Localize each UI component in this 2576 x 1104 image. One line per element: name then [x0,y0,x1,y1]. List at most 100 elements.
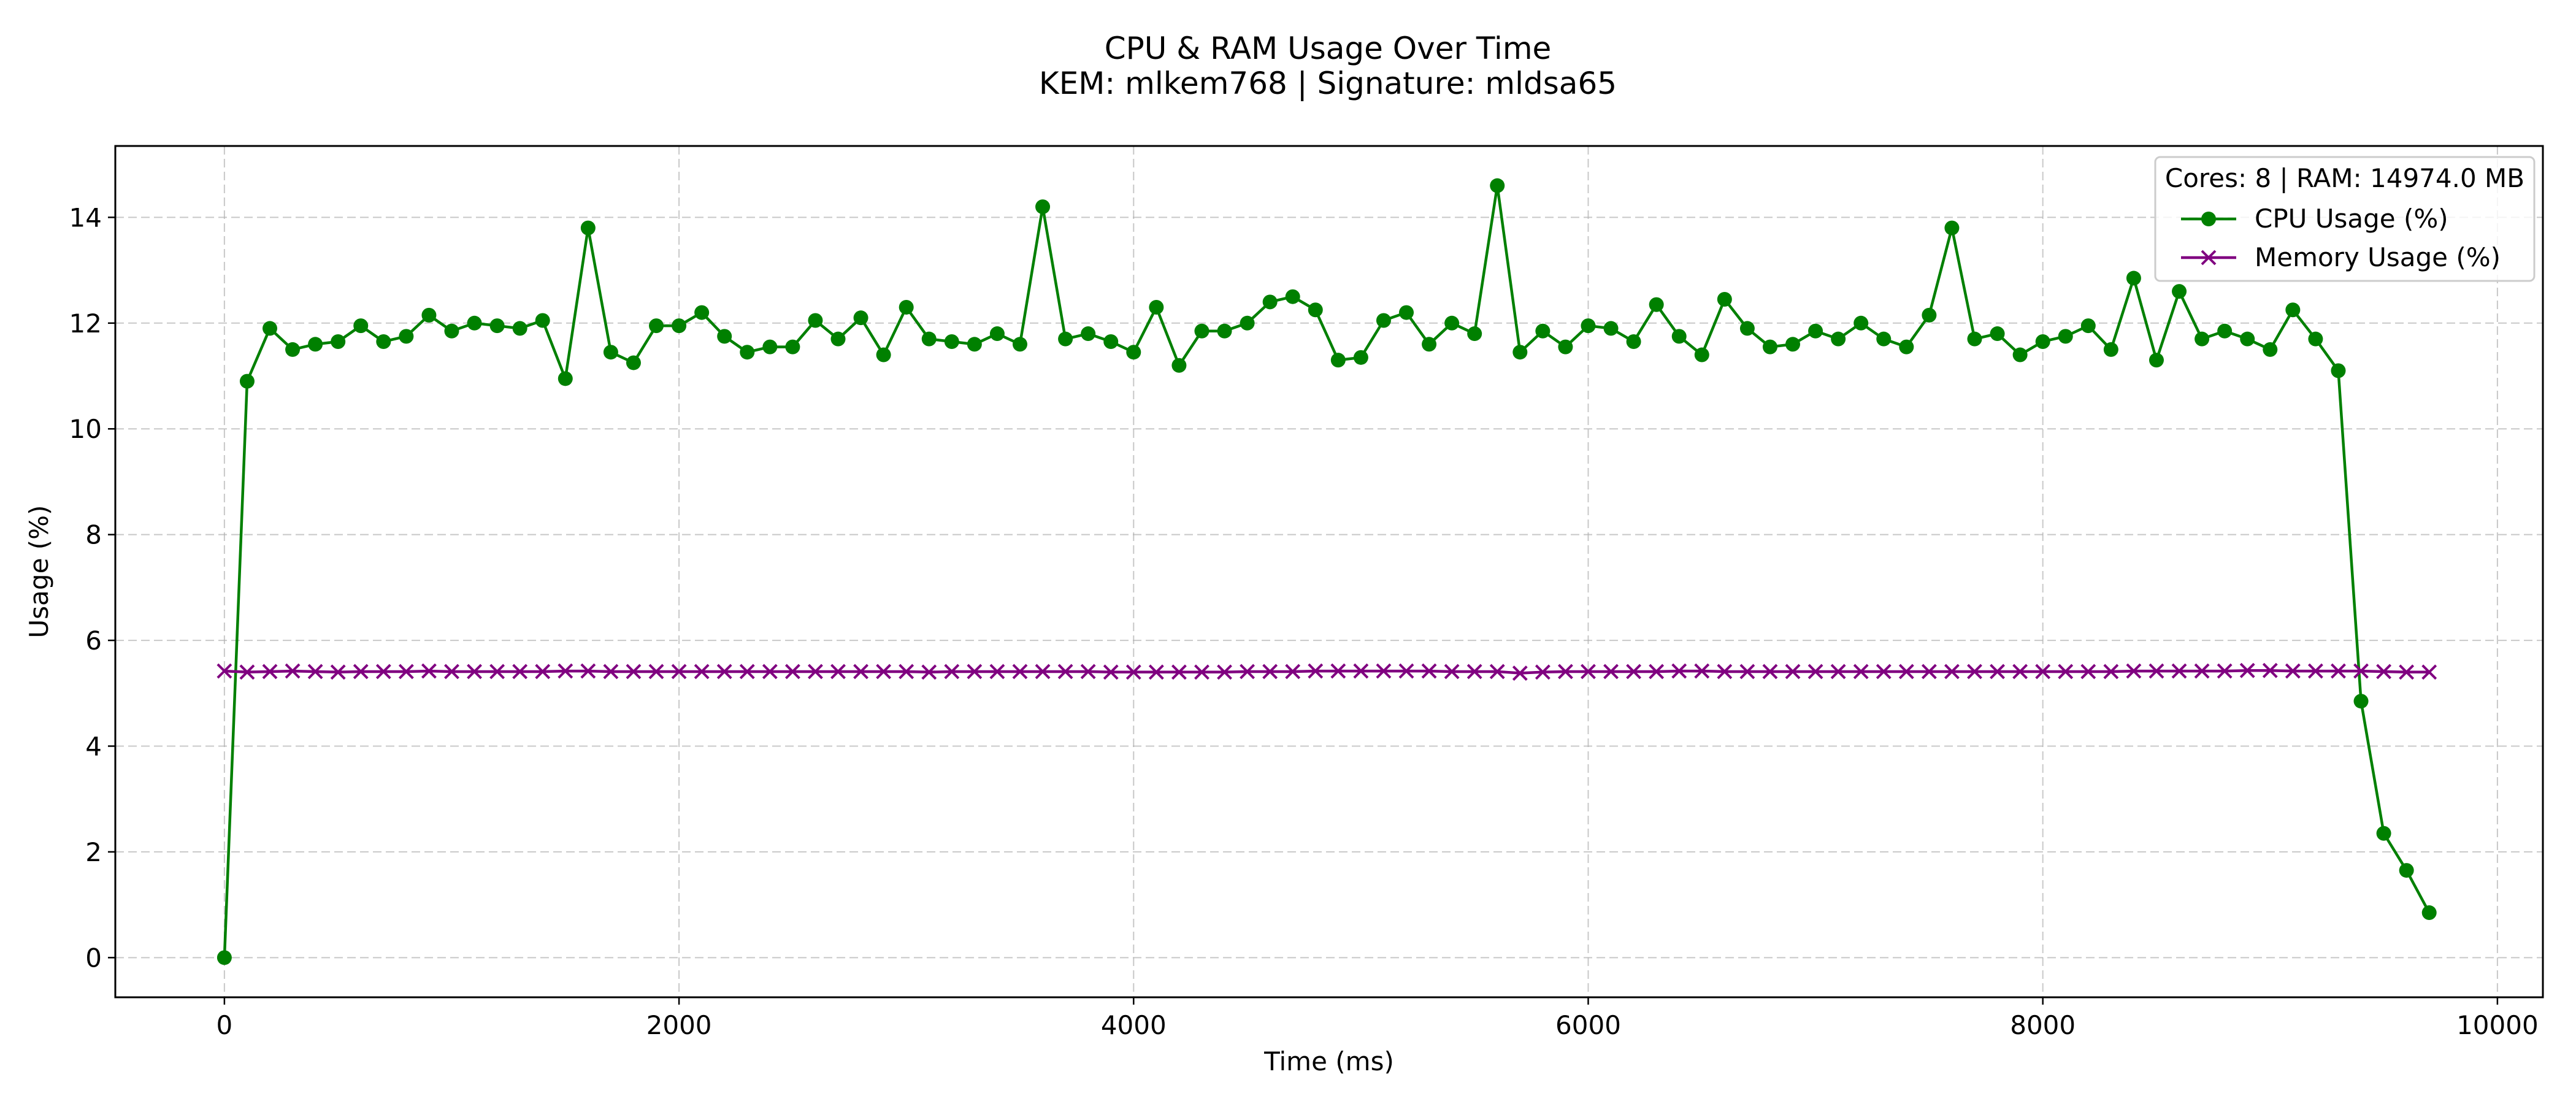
memory-point [626,664,642,680]
memory-point [876,664,892,680]
memory-point [2035,664,2051,680]
memory-point [1262,664,1278,680]
cpu-point [1899,339,1914,355]
chart-subtitle: KEM: mlkem768 | Signature: mldsa65 [1039,66,1617,101]
cpu-point [489,318,505,334]
cpu-point [1422,337,1437,352]
memory-point [1535,664,1551,680]
cpu-point [603,345,618,360]
x-axis-label: Time (ms) [1263,1046,1394,1076]
memory-point [2080,664,2096,680]
cpu-point [558,371,573,386]
cpu-point [353,318,369,334]
cpu-point [2012,347,2028,362]
memory-point [398,664,414,680]
memory-point [2012,664,2028,680]
memory-point [2149,663,2164,679]
cpu-point [512,321,527,336]
memory-point [1921,664,1937,680]
cpu-point [2399,863,2414,878]
memory-point [1581,664,1596,680]
cpu-point [649,318,664,334]
cpu-point [1558,339,1573,355]
memory-point [808,664,823,680]
cpu-point [2353,694,2369,709]
cpu-point [785,339,800,355]
memory-point [2058,664,2074,680]
cpu-point [2376,826,2391,841]
cpu-point [672,318,687,334]
x-tick-label: 8000 [2010,1010,2076,1040]
cpu-point [1012,337,1027,352]
cpu-point [2331,363,2346,378]
legend-marker [2201,212,2216,226]
cpu-point [740,345,755,360]
memory-point [1080,664,1096,680]
cpu-point [1762,339,1777,355]
cpu-point [263,321,278,336]
y-tick-label: 6 [85,626,102,656]
cpu-point [2103,342,2118,357]
memory-point [1990,664,2005,680]
memory-point [1489,664,1505,680]
memory-point [1671,663,1687,679]
cpu-point [2149,353,2164,368]
cpu-point [1944,220,1960,236]
memory-point [2399,664,2415,680]
memory-point [1967,664,1982,680]
memory-point [2194,663,2210,679]
cpu-point [1399,305,1414,320]
memory-point [1785,664,1801,680]
cpu-point [1922,307,1937,323]
memory-point [1717,664,1733,680]
cpu-point [1876,331,1892,347]
memory-point [989,664,1005,680]
cpu-point [830,331,846,347]
memory-point [421,663,437,679]
series-line [224,669,2429,675]
memory-point [1830,664,1846,680]
memory-point [1512,665,1528,681]
axis-ticks: 0 2000 4000 6000 8000 10000 0 2 4 6 8 10 12 14 [69,202,2539,1040]
memory-point [580,663,596,679]
x-tick-label: 10000 [2456,1010,2539,1040]
memory-point [603,664,619,680]
memory-point [1285,664,1301,680]
cpu-point [239,374,255,389]
legend-marker [2201,250,2217,266]
memory-point [2171,663,2187,679]
memory-point [1308,663,1324,679]
memory-point [967,664,983,680]
memory-point [1762,664,1778,680]
memory-point [1876,664,1892,680]
memory-point [2126,663,2142,679]
series-layer [217,178,2437,965]
memory-point [1466,664,1482,680]
y-tick-label: 12 [69,309,102,339]
cpu-point [853,310,868,326]
cpu-point [1512,345,1528,360]
cpu-point [2126,270,2141,286]
cpu-point [1081,326,1096,342]
memory-point [1103,664,1119,680]
cpu-point [1694,347,1709,362]
cpu-point [1149,299,1164,315]
y-tick-label: 2 [85,837,102,867]
cpu-point [626,355,641,370]
memory-point [739,664,755,680]
cpu-point [2240,331,2255,347]
memory-point [467,664,482,680]
cpu-point [808,313,823,328]
memory-point [2307,663,2323,679]
cpu-point [2080,318,2096,334]
memory-point [1853,664,1869,680]
cpu-point [285,342,301,357]
cpu-point [1262,294,1278,310]
memory-point [375,664,391,680]
memory-point [671,664,687,680]
memory-point [1353,663,1369,679]
cpu-point [1035,199,1051,215]
memory-point [2331,663,2346,679]
cpu-point [899,299,914,315]
